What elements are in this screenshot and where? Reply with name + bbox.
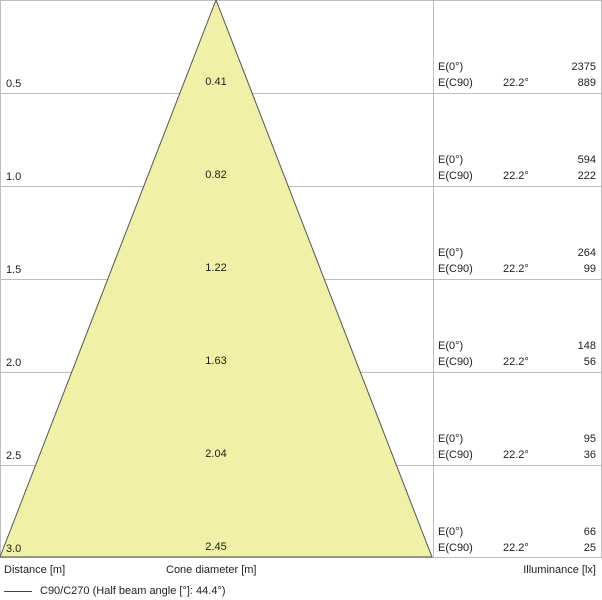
half-angle-value: 22.2° <box>503 263 529 275</box>
half-angle-value: 22.2° <box>503 449 529 461</box>
distance-value: 2.5 <box>6 450 21 462</box>
e0-value: 95 <box>584 433 596 445</box>
e0-label: E(0°) <box>438 433 463 445</box>
e0-label: E(0°) <box>438 526 463 538</box>
illuminance-axis-label: Illuminance [lx] <box>523 564 596 576</box>
e90-label: E(C90) <box>438 263 473 275</box>
distance-value: 1.0 <box>6 171 21 183</box>
e0-value: 2375 <box>572 61 596 73</box>
distance-axis-label: Distance [m] <box>4 564 66 576</box>
e90-value: 25 <box>584 542 596 554</box>
e0-label: E(0°) <box>438 340 463 352</box>
cone-diameter-value: 1.63 <box>205 355 226 367</box>
cone-diameter-value: 0.41 <box>205 76 226 88</box>
row-labels: 0.5 0.41 E(0°) E(C90) 22.2° 2375 889 1.0 0.82 E(0… <box>6 61 596 555</box>
distance-value: 0.5 <box>6 78 21 90</box>
e90-value: 222 <box>578 170 596 182</box>
e0-label: E(0°) <box>438 247 463 259</box>
e0-value: 264 <box>578 247 596 259</box>
half-angle-value: 22.2° <box>503 356 529 368</box>
half-angle-value: 22.2° <box>503 542 529 554</box>
e90-label: E(C90) <box>438 542 473 554</box>
distance-value: 1.5 <box>6 264 21 276</box>
e90-label: E(C90) <box>438 356 473 368</box>
half-angle-value: 22.2° <box>503 77 529 89</box>
cone-diameter-value: 0.82 <box>205 169 226 181</box>
e90-label: E(C90) <box>438 449 473 461</box>
distance-value: 2.0 <box>6 357 21 369</box>
e90-value: 99 <box>584 263 596 275</box>
legend-text: C90/C270 (Half beam angle [°]: 44.4°) <box>40 585 226 597</box>
cone-diameter-value: 2.45 <box>205 541 226 553</box>
cone-diameter-value: 2.04 <box>205 448 226 460</box>
e90-label: E(C90) <box>438 170 473 182</box>
cone-diameter-value: 1.22 <box>205 262 226 274</box>
e0-value: 66 <box>584 526 596 538</box>
legend: C90/C270 (Half beam angle [°]: 44.4°) <box>4 585 226 597</box>
e90-value: 889 <box>578 77 596 89</box>
cone-diameter-axis-label: Cone diameter [m] <box>166 564 257 576</box>
half-angle-value: 22.2° <box>503 170 529 182</box>
light-cone <box>0 0 433 558</box>
e0-label: E(0°) <box>438 61 463 73</box>
e0-value: 594 <box>578 154 596 166</box>
e0-value: 148 <box>578 340 596 352</box>
distance-value: 3.0 <box>6 543 21 555</box>
e0-label: E(0°) <box>438 154 463 166</box>
legend-line-swatch <box>4 590 32 592</box>
e90-value: 56 <box>584 356 596 368</box>
cone-diagram: 0.5 0.41 E(0°) E(C90) 22.2° 2375 889 1.0 0.82 E(0… <box>0 0 602 558</box>
e90-label: E(C90) <box>438 77 473 89</box>
e90-value: 36 <box>584 449 596 461</box>
